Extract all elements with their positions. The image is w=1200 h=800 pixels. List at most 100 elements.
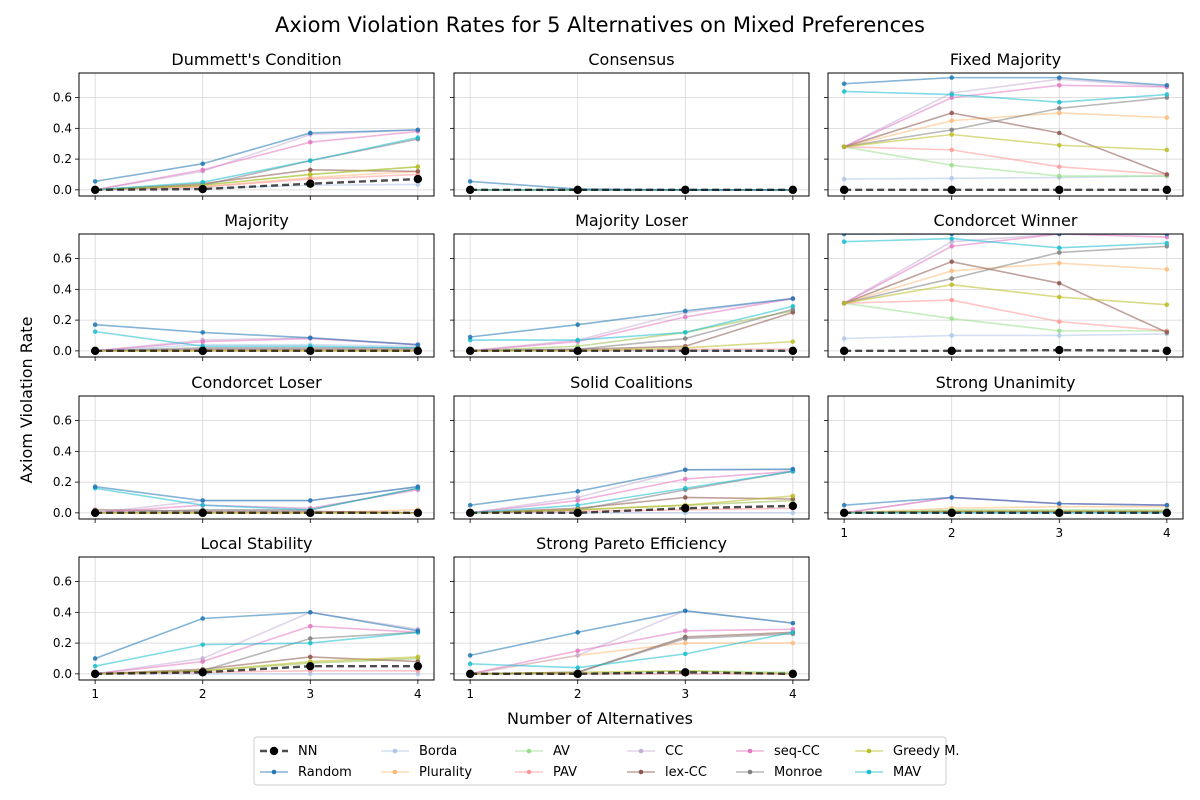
series-point-Greedy (415, 164, 421, 170)
series-point-NN (788, 669, 798, 679)
x-tick-label: 3 (681, 687, 689, 701)
series-line-lexCC (470, 631, 793, 675)
series-point-Random (682, 467, 688, 473)
legend-label: CC (665, 744, 683, 759)
series-line-MAV (470, 631, 794, 669)
subplot: Dummett's Condition 0.0 0.2 0.4 0.6 (53, 50, 435, 200)
subplot-title: Consensus (588, 50, 674, 69)
series-point-lexCC (1164, 330, 1170, 335)
series-point-Random (415, 127, 421, 133)
series-point-NN (947, 346, 956, 356)
series-line-MAV (470, 470, 793, 514)
series-point-NN (681, 346, 690, 356)
subplot-grid: Dummett's Condition 0.0 0.2 0.4 0.6 Consensus… (53, 50, 1184, 701)
legend-label: NN (298, 744, 317, 759)
series-point-Random (575, 489, 581, 494)
series-line-Random (469, 610, 793, 657)
series-point-Greedy (307, 172, 313, 177)
legend-box (253, 736, 947, 786)
series-point-MAV (92, 663, 98, 669)
series-point-AV (949, 316, 955, 321)
subplot-title: Local Stability (200, 534, 312, 553)
legend-swatch-marker (747, 748, 753, 754)
series-point-Random (307, 130, 313, 136)
subplot-frame (827, 233, 1184, 358)
series-point-Random (1164, 502, 1170, 508)
series-point-Random (307, 610, 313, 615)
series-point-MAV (790, 630, 796, 635)
series-line-Random (470, 180, 793, 191)
series-point-MAV (949, 92, 955, 97)
figure-title: Axiom Violation Rates for 5 Alternatives… (275, 13, 925, 37)
subplot: Condorcet Loser 0.0 0.2 0.4 0.6 (53, 373, 435, 523)
series-line-Greedy (844, 283, 1167, 306)
series-line-CC (843, 234, 1167, 304)
series-point-Greedy (1056, 294, 1062, 300)
series-point-Random (790, 296, 796, 301)
subplot-frame (78, 72, 435, 197)
y-tick-label: 0.6 (53, 252, 72, 266)
series-point-MAV (682, 485, 688, 491)
series-line-Random (470, 468, 793, 506)
series-point-seqCC (200, 659, 206, 664)
series-point-Random (467, 653, 473, 658)
y-tick-label: 0.0 (53, 506, 72, 520)
series-point-NN (413, 346, 423, 356)
series-point-Borda (841, 336, 847, 341)
series-point-seqCC (682, 628, 688, 634)
series-line-MAV (95, 330, 418, 349)
series-point-Random (1056, 234, 1062, 237)
x-tick-label: 2 (574, 687, 582, 701)
series-point-Random (790, 466, 796, 472)
legend-swatch-marker (866, 769, 872, 775)
plot-area (465, 466, 798, 518)
y-tick-label: 0.6 (53, 575, 72, 589)
x-tick-label: 4 (414, 687, 422, 701)
series-line-lexCC (843, 112, 1168, 176)
series-point-Monroe (1056, 106, 1062, 111)
series-point-NN (1162, 346, 1172, 356)
plot-area (839, 495, 1172, 518)
series-point-NN (947, 185, 956, 195)
series-point-Monroe (682, 636, 688, 641)
series-point-seqCC (575, 648, 581, 654)
subplot-title: Majority (224, 211, 289, 230)
series-point-Random (790, 620, 796, 626)
series-point-MAV (92, 329, 98, 334)
series-line-Greedy (95, 656, 418, 675)
series-point-seqCC (307, 623, 313, 629)
legend-label: Borda (419, 744, 457, 759)
series-point-NN (681, 185, 690, 195)
series-line-NN (470, 671, 793, 676)
series-point-Plurality (1056, 110, 1062, 116)
series-point-NN (90, 508, 100, 518)
subplot-frame (453, 233, 810, 358)
series-point-NN (198, 508, 207, 518)
series-point-Random (92, 484, 98, 490)
series-point-Greedy (841, 144, 847, 150)
series-point-NN (465, 185, 475, 195)
legend: NN Random Borda Plurality AV PAV CC lex-CC seq-C… (253, 736, 960, 786)
series-point-Random (415, 628, 421, 634)
series-point-Borda (790, 510, 796, 516)
series-point-Random (200, 616, 206, 621)
series-point-NN (465, 508, 475, 518)
plot-area (90, 127, 423, 195)
series-line-MAV (844, 237, 1167, 249)
subplot-title: Solid Coalitions (570, 373, 693, 392)
y-tick-label: 0.0 (53, 344, 72, 358)
subplot: Consensus (450, 50, 810, 200)
plot-area (90, 322, 423, 356)
series-point-Borda (949, 333, 955, 338)
series-line-MAV (95, 136, 419, 191)
series-line-MAV (94, 631, 418, 667)
y-tick-label: 0.4 (53, 444, 72, 458)
series-point-NN (306, 508, 315, 518)
subplot: Condorcet Winner (824, 211, 1184, 361)
series-line-seqCC (843, 84, 1167, 148)
series-point-NN (573, 669, 582, 679)
series-point-lexCC (307, 654, 313, 660)
x-tick-label: 3 (306, 687, 314, 701)
legend-label: MAV (893, 765, 921, 780)
subplot: Fixed Majority (824, 50, 1184, 200)
